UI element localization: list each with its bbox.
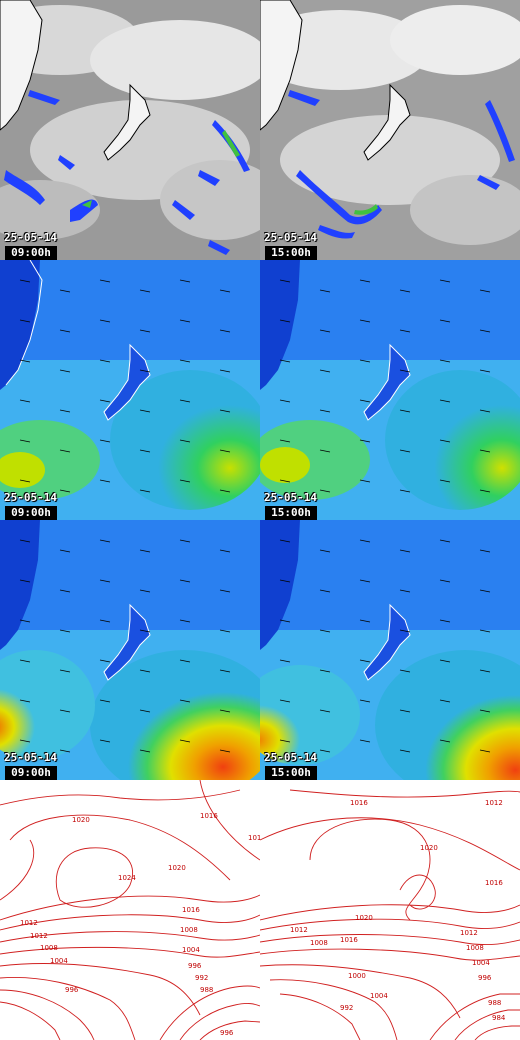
wind-arrow-field <box>279 539 491 753</box>
pressure-panel-1500: 1016 1012 1020 1016 1020 1012 1016 1008 … <box>260 780 520 1040</box>
isobar-label: 1008 <box>40 944 58 952</box>
isobar-label: 1012 <box>30 932 48 940</box>
wind-speed-map <box>0 520 260 780</box>
isobar-labels: 1016 1012 1020 1016 1020 1012 1016 1008 … <box>290 799 506 1022</box>
isobar-label: 1020 <box>168 864 186 872</box>
timestamp: 25-05-14 09:00h <box>4 752 60 780</box>
isobar-label: 996 <box>220 1029 234 1037</box>
isobar-label: 1008 <box>310 939 328 947</box>
satellite-panel-1500: 25-05-14 15:00h <box>260 0 520 260</box>
isobar-label: 1020 <box>355 914 373 922</box>
isobar-label: 996 <box>478 974 492 982</box>
wind-arrow-field <box>279 279 491 493</box>
date-label: 25-05-14 <box>264 492 317 504</box>
isobar-label: 1008 <box>180 926 198 934</box>
wind-panel-high-1500: 25-05-14 15:00h <box>260 520 520 780</box>
timestamp: 25-05-14 09:00h <box>4 492 60 520</box>
isobar-label: 1004 <box>182 946 200 954</box>
timestamp: 25-05-14 09:00h <box>4 232 60 260</box>
wind-arrow-field <box>19 539 231 753</box>
date-label: 25-05-14 <box>264 232 317 244</box>
time-label: 09:00h <box>5 246 57 260</box>
wind-arrow-field <box>19 279 231 493</box>
isobar-label: 996 <box>188 962 202 970</box>
time-label: 09:00h <box>5 506 57 520</box>
wind-speed-map <box>260 260 520 520</box>
isobar-label: 988 <box>488 999 501 1007</box>
timestamp: 25-05-14 15:00h <box>264 232 320 260</box>
time-label: 15:00h <box>265 246 317 260</box>
time-label: 15:00h <box>265 766 317 780</box>
timestamp: 25-05-14 15:00h <box>264 492 320 520</box>
isobar-map: 1020 1016 1012 1024 1020 1016 1012 1012 … <box>0 780 260 1040</box>
isobar-label: 1020 <box>420 844 438 852</box>
wind-panel-low-1500: 25-05-14 15:00h <box>260 260 520 520</box>
isobar-label: 1004 <box>50 957 68 965</box>
isobar-label: 1004 <box>472 959 490 967</box>
isobar-lines <box>0 780 260 1040</box>
isobar-label: 1016 <box>485 879 503 887</box>
isobar-label: 1012 <box>20 919 38 927</box>
isobar-lines <box>260 789 520 1040</box>
isobar-label: 1012 <box>485 799 503 807</box>
isobar-label: 984 <box>492 1014 506 1022</box>
pressure-panel-0900: 1020 1016 1012 1024 1020 1016 1012 1012 … <box>0 780 260 1040</box>
isobar-label: 1016 <box>182 906 200 914</box>
wind-speed-map <box>0 260 260 520</box>
wind-speed-map <box>260 520 520 780</box>
isobar-label: 1016 <box>200 812 218 820</box>
wind-panel-low-0900: 25-05-14 09:00h <box>0 260 260 520</box>
wind-panel-high-0900: 25-05-14 09:00h <box>0 520 260 780</box>
isobar-label: 1004 <box>370 992 388 1000</box>
date-label: 25-05-14 <box>4 752 57 764</box>
time-label: 15:00h <box>265 506 317 520</box>
isobar-label: 1012 <box>248 834 260 842</box>
isobar-label: 1012 <box>460 929 478 937</box>
isobar-label: 1012 <box>290 926 308 934</box>
date-label: 25-05-14 <box>264 752 317 764</box>
isobar-label: 1000 <box>348 972 366 980</box>
isobar-label: 992 <box>340 1004 353 1012</box>
date-label: 25-05-14 <box>4 492 57 504</box>
isobar-label: 988 <box>200 986 213 994</box>
isobar-label: 992 <box>195 974 208 982</box>
satellite-cloud-map <box>260 0 520 260</box>
isobar-label: 1016 <box>340 936 358 944</box>
date-label: 25-05-14 <box>4 232 57 244</box>
isobar-map: 1016 1012 1020 1016 1020 1012 1016 1008 … <box>260 780 520 1040</box>
isobar-labels: 1020 1016 1012 1024 1020 1016 1012 1012 … <box>20 812 260 1037</box>
satellite-panel-0900: 25-05-14 09:00h <box>0 0 260 260</box>
isobar-label: 996 <box>65 986 79 994</box>
isobar-label: 1024 <box>118 874 136 882</box>
time-label: 09:00h <box>5 766 57 780</box>
isobar-label: 1016 <box>350 799 368 807</box>
satellite-cloud-map <box>0 0 260 260</box>
isobar-label: 1020 <box>72 816 90 824</box>
isobar-label: 1008 <box>466 944 484 952</box>
timestamp: 25-05-14 15:00h <box>264 752 320 780</box>
